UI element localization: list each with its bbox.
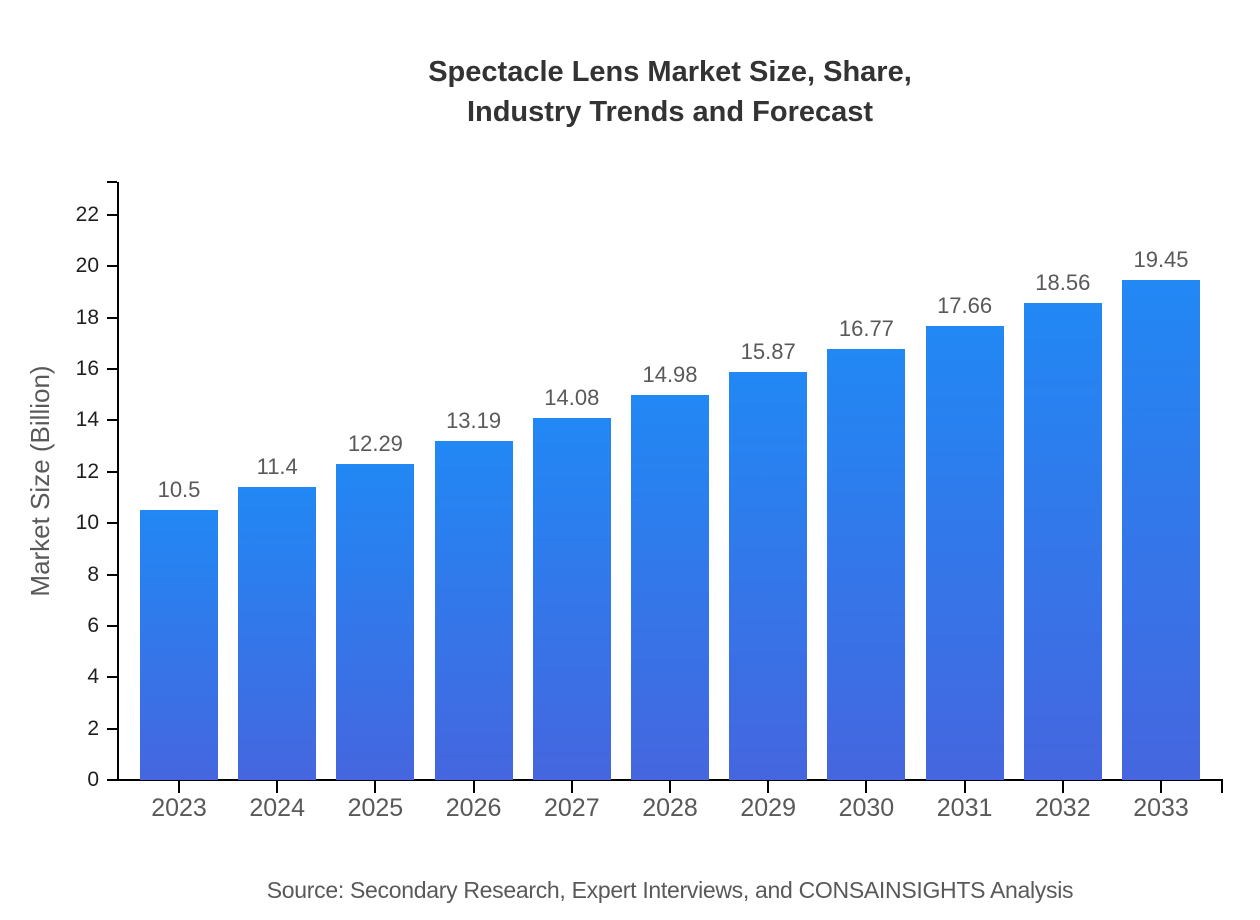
bar (140, 510, 218, 780)
y-tick (107, 317, 117, 319)
x-tick-label: 2026 (445, 794, 502, 822)
y-tick (107, 676, 117, 678)
bar (631, 395, 709, 780)
x-tick (374, 781, 377, 793)
bar-value-label: 15.87 (740, 339, 796, 364)
y-tick-label: 16 (75, 357, 99, 380)
x-tick-label: 2031 (936, 794, 993, 822)
x-tick-label: 2033 (1133, 794, 1189, 822)
chart-title: Spectacle Lens Market Size, Share, Indus… (80, 52, 1260, 132)
y-tick (107, 368, 117, 370)
x-axis-end-tick (1221, 781, 1223, 793)
x-tick-label: 2030 (838, 794, 895, 822)
chart-title-line2: Industry Trends and Forecast (466, 96, 874, 128)
y-tick-label: 18 (75, 306, 99, 329)
y-tick (107, 471, 117, 473)
bar-value-label: 12.29 (347, 431, 403, 456)
y-axis-line (117, 182, 119, 781)
y-tick (107, 728, 117, 730)
y-tick-label: 10 (75, 511, 99, 534)
y-tick-label: 6 (87, 614, 99, 637)
x-tick-label: 2025 (347, 794, 404, 822)
x-tick (1160, 781, 1162, 793)
bar (925, 326, 1004, 780)
y-tick (107, 419, 117, 421)
y-tick-label: 20 (75, 254, 99, 277)
y-tick-label: 8 (87, 563, 99, 586)
x-tick-label: 2028 (642, 794, 698, 822)
y-tick-label: 4 (87, 665, 99, 688)
y-tick (107, 522, 117, 524)
x-tick-label: 2032 (1034, 794, 1091, 822)
x-tick-label: 2023 (151, 794, 207, 822)
x-tick (767, 781, 770, 793)
y-axis-end-tick (107, 181, 117, 183)
bar (827, 349, 906, 780)
x-tick (669, 781, 671, 793)
x-tick (472, 781, 475, 793)
y-tick (107, 625, 117, 627)
bar-value-label: 18.56 (1035, 270, 1091, 295)
bar-value-label: 17.66 (937, 293, 993, 318)
y-tick-label: 22 (75, 203, 99, 226)
y-tick-label: 12 (75, 460, 99, 483)
bar-value-label: 14.98 (642, 362, 698, 387)
x-tick-label: 2027 (543, 794, 600, 822)
bar-value-label: 13.19 (446, 408, 502, 433)
bar (532, 418, 611, 780)
bar (1122, 280, 1200, 780)
x-tick (865, 781, 868, 793)
y-tick-label: 2 (87, 717, 99, 740)
chart-title-line1: Spectacle Lens Market Size, Share, (428, 56, 912, 88)
bar (238, 487, 317, 780)
y-tick (107, 214, 117, 216)
bar-value-label: 14.08 (544, 385, 600, 410)
x-tick-label: 2029 (740, 794, 796, 822)
x-axis-line (117, 779, 1223, 781)
x-tick (963, 781, 966, 793)
bar (729, 372, 808, 780)
y-tick-label: 14 (75, 408, 99, 431)
bar (336, 464, 415, 780)
bar-value-label: 10.5 (157, 477, 201, 502)
x-tick (1061, 781, 1064, 793)
bar (434, 441, 513, 780)
y-tick (107, 574, 117, 576)
bar (1023, 303, 1102, 780)
y-tick (107, 265, 117, 267)
bar-value-label: 11.4 (256, 454, 298, 479)
bar-value-label: 19.45 (1133, 247, 1189, 272)
x-tick (570, 781, 573, 793)
x-tick (276, 781, 279, 793)
y-tick (107, 779, 117, 781)
source-note: Source: Secondary Research, Expert Inter… (266, 877, 1074, 903)
y-tick-label: 0 (87, 768, 99, 791)
x-tick (178, 781, 180, 793)
bar-value-label: 16.77 (838, 316, 894, 341)
x-tick-label: 2024 (249, 794, 305, 822)
